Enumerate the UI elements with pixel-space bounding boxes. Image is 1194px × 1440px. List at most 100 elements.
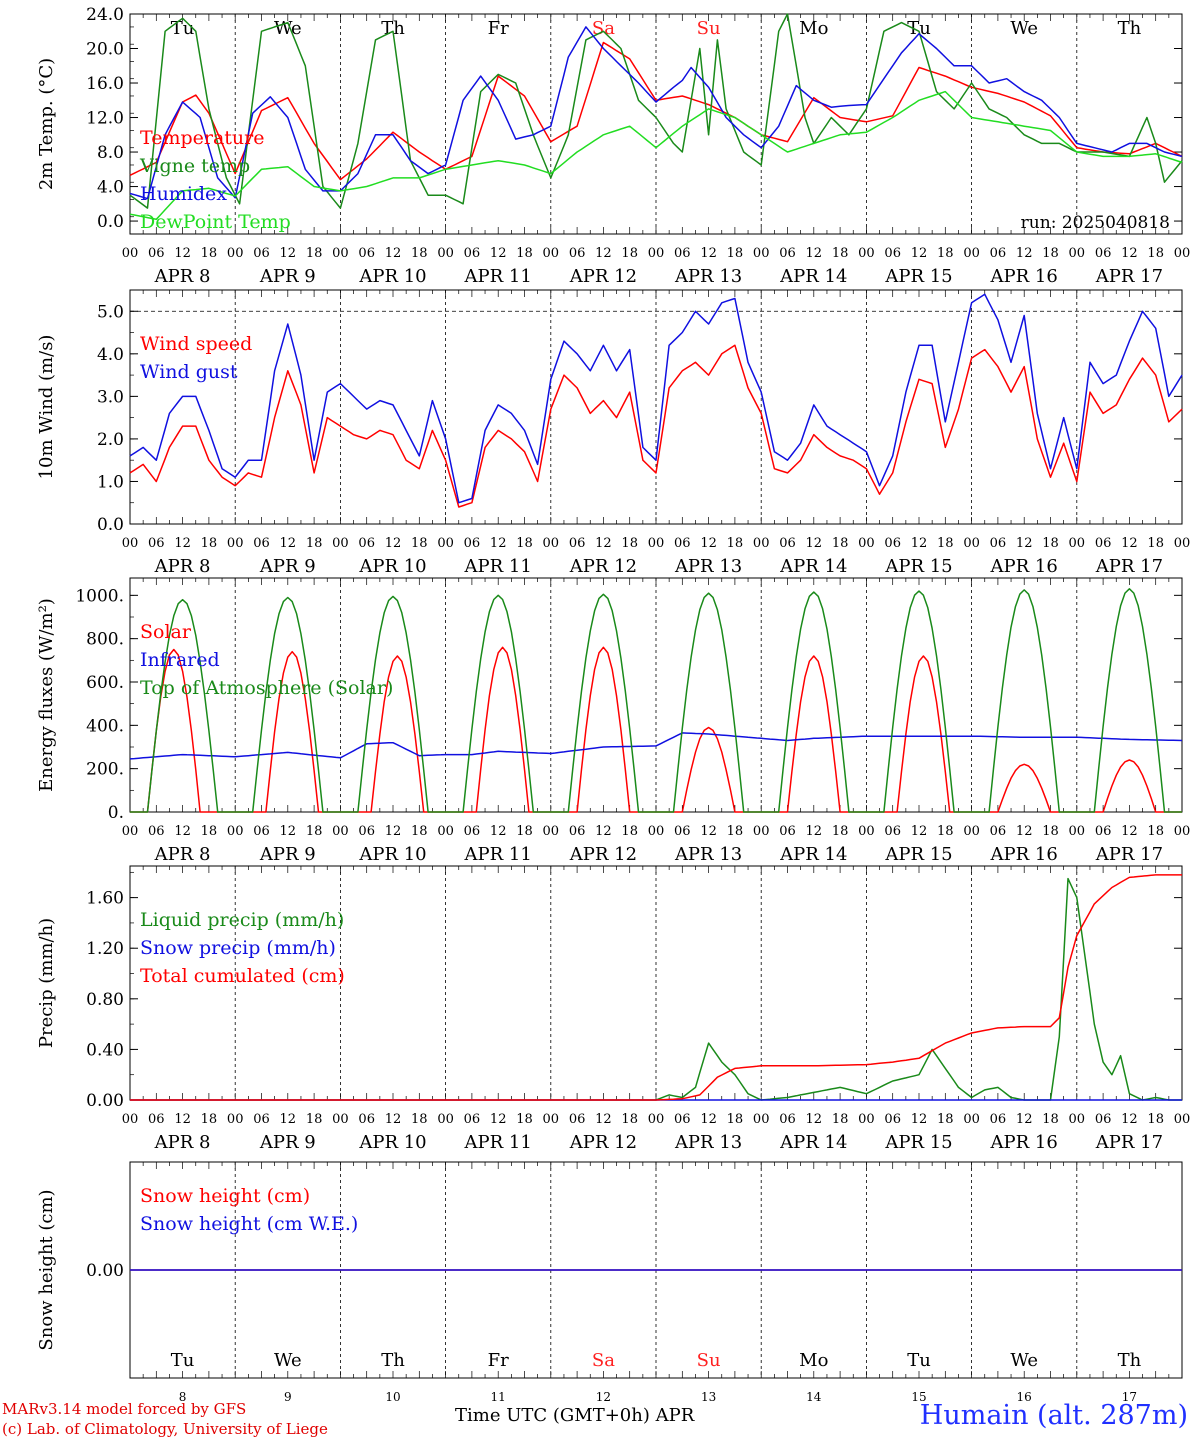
hour-tick-label: 06 bbox=[884, 824, 901, 839]
hour-tick-label: 12 bbox=[595, 824, 612, 839]
hour-tick-label: 12 bbox=[911, 1112, 928, 1127]
y-tick-label: 5.0 bbox=[97, 302, 124, 322]
date-label: APR 17 bbox=[1095, 1132, 1163, 1153]
date-label: APR 14 bbox=[779, 844, 847, 865]
hour-tick-label: 06 bbox=[358, 824, 375, 839]
day-number-label: 10 bbox=[385, 1390, 400, 1404]
hour-tick-label: 18 bbox=[937, 246, 954, 261]
y-axis-label: 10m Wind (m/s) bbox=[36, 335, 57, 480]
date-label: APR 11 bbox=[464, 1132, 532, 1153]
date-label: APR 8 bbox=[154, 1132, 211, 1153]
hour-tick-label: 18 bbox=[832, 1112, 849, 1127]
date-label: APR 9 bbox=[259, 1132, 316, 1153]
series-line bbox=[129, 293, 1183, 504]
legend-entry: Wind gust bbox=[140, 361, 238, 383]
hour-tick-label: 06 bbox=[464, 246, 481, 261]
station-label: Humain (alt. 287m) bbox=[919, 1400, 1188, 1431]
hour-tick-label: 00 bbox=[437, 1112, 454, 1127]
hour-tick-label: 00 bbox=[227, 246, 244, 261]
y-tick-label: 1.0 bbox=[97, 472, 124, 492]
weekday-label: Mo bbox=[799, 18, 828, 39]
hour-tick-label: 18 bbox=[516, 246, 533, 261]
hour-tick-label: 12 bbox=[595, 1112, 612, 1127]
hour-tick-label: 18 bbox=[727, 1112, 744, 1127]
weekday-label: Tu bbox=[171, 18, 195, 39]
date-label: APR 10 bbox=[358, 266, 426, 287]
day-number-label: 8 bbox=[179, 1390, 187, 1404]
day-number-label: 15 bbox=[911, 1390, 926, 1404]
date-label: APR 15 bbox=[884, 1132, 952, 1153]
legend-entry: Wind speed bbox=[140, 333, 252, 355]
hour-tick-label: 06 bbox=[358, 1112, 375, 1127]
hour-tick-label: 00 bbox=[227, 824, 244, 839]
hour-tick-label: 06 bbox=[569, 824, 586, 839]
hour-tick-label: 12 bbox=[806, 246, 823, 261]
legend-entry: Snow height (cm) bbox=[140, 1185, 310, 1207]
series-line bbox=[129, 26, 1183, 200]
date-label: APR 10 bbox=[358, 556, 426, 577]
legend-entry: Liquid precip (mm/h) bbox=[140, 909, 344, 931]
hour-tick-label: 00 bbox=[122, 1112, 139, 1127]
time-axis-title: Time UTC (GMT+0h) APR bbox=[455, 1405, 695, 1426]
hour-tick-label: 00 bbox=[963, 246, 980, 261]
hour-tick-label: 00 bbox=[1174, 1112, 1191, 1127]
hour-tick-label: 12 bbox=[806, 536, 823, 551]
hour-tick-label: 06 bbox=[148, 246, 165, 261]
hour-tick-label: 18 bbox=[1147, 1112, 1164, 1127]
hour-tick-label: 12 bbox=[490, 246, 507, 261]
y-tick-label: 0.0 bbox=[97, 212, 124, 232]
hour-tick-label: 12 bbox=[174, 1112, 191, 1127]
hour-tick-label: 12 bbox=[595, 246, 612, 261]
hour-tick-label: 12 bbox=[490, 536, 507, 551]
hour-tick-label: 06 bbox=[1095, 1112, 1112, 1127]
y-tick-label: 4.0 bbox=[97, 178, 124, 198]
hour-tick-label: 18 bbox=[621, 536, 638, 551]
hour-tick-label: 06 bbox=[884, 536, 901, 551]
hour-tick-label: 18 bbox=[832, 246, 849, 261]
hour-tick-label: 00 bbox=[332, 1112, 349, 1127]
hour-tick-label: 18 bbox=[621, 246, 638, 261]
weekday-label: Th bbox=[1118, 18, 1142, 39]
hour-tick-label: 12 bbox=[174, 536, 191, 551]
hour-tick-label: 18 bbox=[201, 246, 218, 261]
weekday-label: We bbox=[274, 18, 302, 39]
y-tick-label: 0.00 bbox=[86, 1091, 124, 1111]
hour-tick-label: 06 bbox=[569, 246, 586, 261]
y-tick-label: 200. bbox=[86, 760, 124, 780]
hour-tick-label: 18 bbox=[411, 1112, 428, 1127]
legend-entry: Vigne temp bbox=[139, 155, 250, 177]
hour-tick-label: 06 bbox=[779, 1112, 796, 1127]
date-label: APR 14 bbox=[779, 1132, 847, 1153]
hour-tick-label: 00 bbox=[543, 824, 560, 839]
y-tick-label: 400. bbox=[86, 716, 124, 736]
hour-tick-label: 18 bbox=[201, 824, 218, 839]
hour-tick-label: 18 bbox=[516, 824, 533, 839]
hour-tick-label: 12 bbox=[1121, 536, 1138, 551]
hour-tick-label: 12 bbox=[280, 1112, 297, 1127]
hour-tick-label: 12 bbox=[1121, 1112, 1138, 1127]
panel-5: 0.00 Snow height (cm) Tu We Th Fr Sa Su Mo Tu We Th… bbox=[36, 1161, 1183, 1404]
hour-tick-label: 00 bbox=[858, 824, 875, 839]
hour-tick-label: 06 bbox=[1095, 824, 1112, 839]
hour-tick-label: 00 bbox=[1069, 246, 1086, 261]
date-label: APR 12 bbox=[569, 266, 637, 287]
hour-tick-label: 00 bbox=[437, 536, 454, 551]
hour-tick-label: 06 bbox=[674, 246, 691, 261]
hour-tick-label: 12 bbox=[1121, 824, 1138, 839]
series-line bbox=[129, 90, 1183, 221]
hour-tick-label: 06 bbox=[148, 536, 165, 551]
date-label: APR 9 bbox=[259, 556, 316, 577]
hour-tick-label: 00 bbox=[1174, 536, 1191, 551]
hour-tick-label: 18 bbox=[832, 536, 849, 551]
hour-tick-label: 06 bbox=[884, 246, 901, 261]
hour-tick-label: 12 bbox=[1121, 246, 1138, 261]
y-axis-label: Precip (mm/h) bbox=[36, 918, 57, 1048]
hour-tick-label: 12 bbox=[700, 824, 717, 839]
hour-tick-label: 00 bbox=[122, 536, 139, 551]
hour-tick-label: 06 bbox=[1095, 536, 1112, 551]
date-label: APR 17 bbox=[1095, 844, 1163, 865]
hour-tick-label: 00 bbox=[543, 1112, 560, 1127]
hour-tick-label: 12 bbox=[280, 246, 297, 261]
day-number-label: 11 bbox=[491, 1390, 506, 1404]
